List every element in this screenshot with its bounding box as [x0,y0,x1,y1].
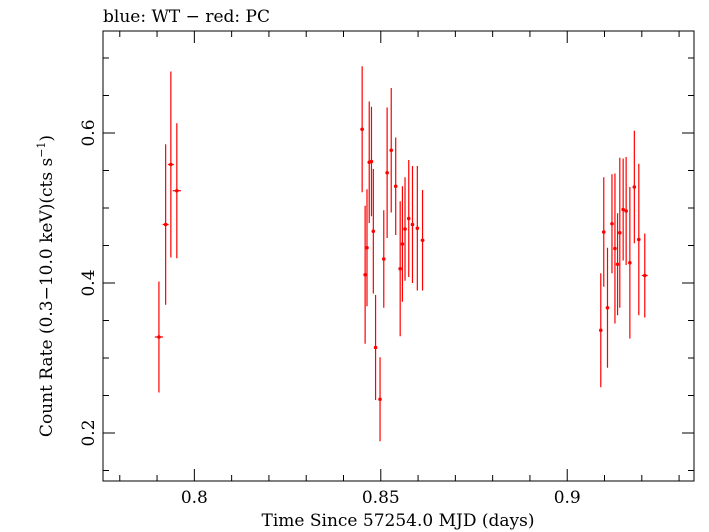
data-point [154,281,164,393]
data-point [167,71,174,258]
data-point [400,186,405,302]
data-point [172,123,181,259]
data-marker [415,226,420,231]
data-point [385,107,389,238]
data-marker [615,262,620,267]
data-points [154,66,648,442]
data-point [369,106,374,217]
data-marker [381,257,386,261]
data-point [389,88,394,213]
data-point [420,190,425,291]
data-point [410,166,415,283]
data-point [610,174,614,274]
data-marker [605,305,610,310]
data-point [601,177,606,287]
data-marker [632,185,637,189]
data-point [403,177,407,281]
y-axis-label: Count Rate (0.3−10.0 keV)(cts s−1) [35,135,57,437]
data-marker [598,328,603,333]
y-tick-label: 0.4 [79,269,99,296]
data-point [628,187,632,339]
data-point [605,247,610,368]
data-marker [169,162,173,167]
data-marker [617,230,622,235]
data-marker [624,209,628,213]
data-marker [363,272,367,277]
data-marker [613,246,617,251]
data-point [637,163,641,316]
data-point [398,201,402,337]
data-point [624,157,628,265]
data-point [393,137,398,235]
data-point [598,273,603,388]
data-marker [628,260,632,265]
axis-tick-labels: 0.8 0.85 0.9 0.2 0.4 0.6 [79,119,581,508]
data-marker [378,397,382,402]
axis-ticks [103,31,694,481]
data-marker [642,273,647,278]
chart-title: blue: WT − red: PC [103,7,270,27]
data-marker [403,227,407,231]
data-marker [637,237,641,242]
y-axis-label-superscript: −1 [35,142,48,158]
data-point [360,66,365,193]
x-tick-label: 0.85 [362,488,400,508]
data-point [378,357,382,442]
x-tick-label: 0.8 [181,488,208,508]
data-marker [385,170,389,175]
data-marker [371,229,376,234]
data-point [162,144,169,305]
y-axis-label-main: Count Rate (0.3−10.0 keV)(cts s [37,158,57,437]
data-marker [373,345,378,350]
data-marker [621,207,625,212]
data-marker [400,242,405,246]
data-point [415,166,420,291]
data-marker [393,184,398,189]
data-marker [157,335,161,339]
data-point [632,130,637,244]
data-marker [410,222,415,227]
data-point [381,210,386,308]
data-marker [163,222,168,227]
data-marker [365,245,369,250]
data-marker [360,127,364,132]
data-point [617,157,622,308]
y-axis-label-end: ) [37,135,57,142]
data-marker [610,221,614,226]
data-point [371,169,376,294]
data-point [406,160,411,277]
data-point [363,205,367,344]
y-tick-label: 0.6 [79,119,99,146]
data-marker [601,230,606,234]
data-marker [369,159,374,164]
data-point [615,213,620,316]
data-point [365,189,369,307]
data-marker [398,266,402,271]
data-marker [175,188,179,193]
data-marker [406,216,411,221]
data-marker [420,238,425,243]
data-point [613,173,617,324]
plot-frame [102,30,695,482]
y-tick-label: 0.2 [79,419,99,446]
x-axis-label: Time Since 57254.0 MJD (days) [262,511,535,531]
data-point [373,295,378,400]
x-tick-label: 0.9 [554,488,581,508]
data-point [621,158,625,261]
data-point [641,233,648,318]
data-marker [389,148,394,153]
